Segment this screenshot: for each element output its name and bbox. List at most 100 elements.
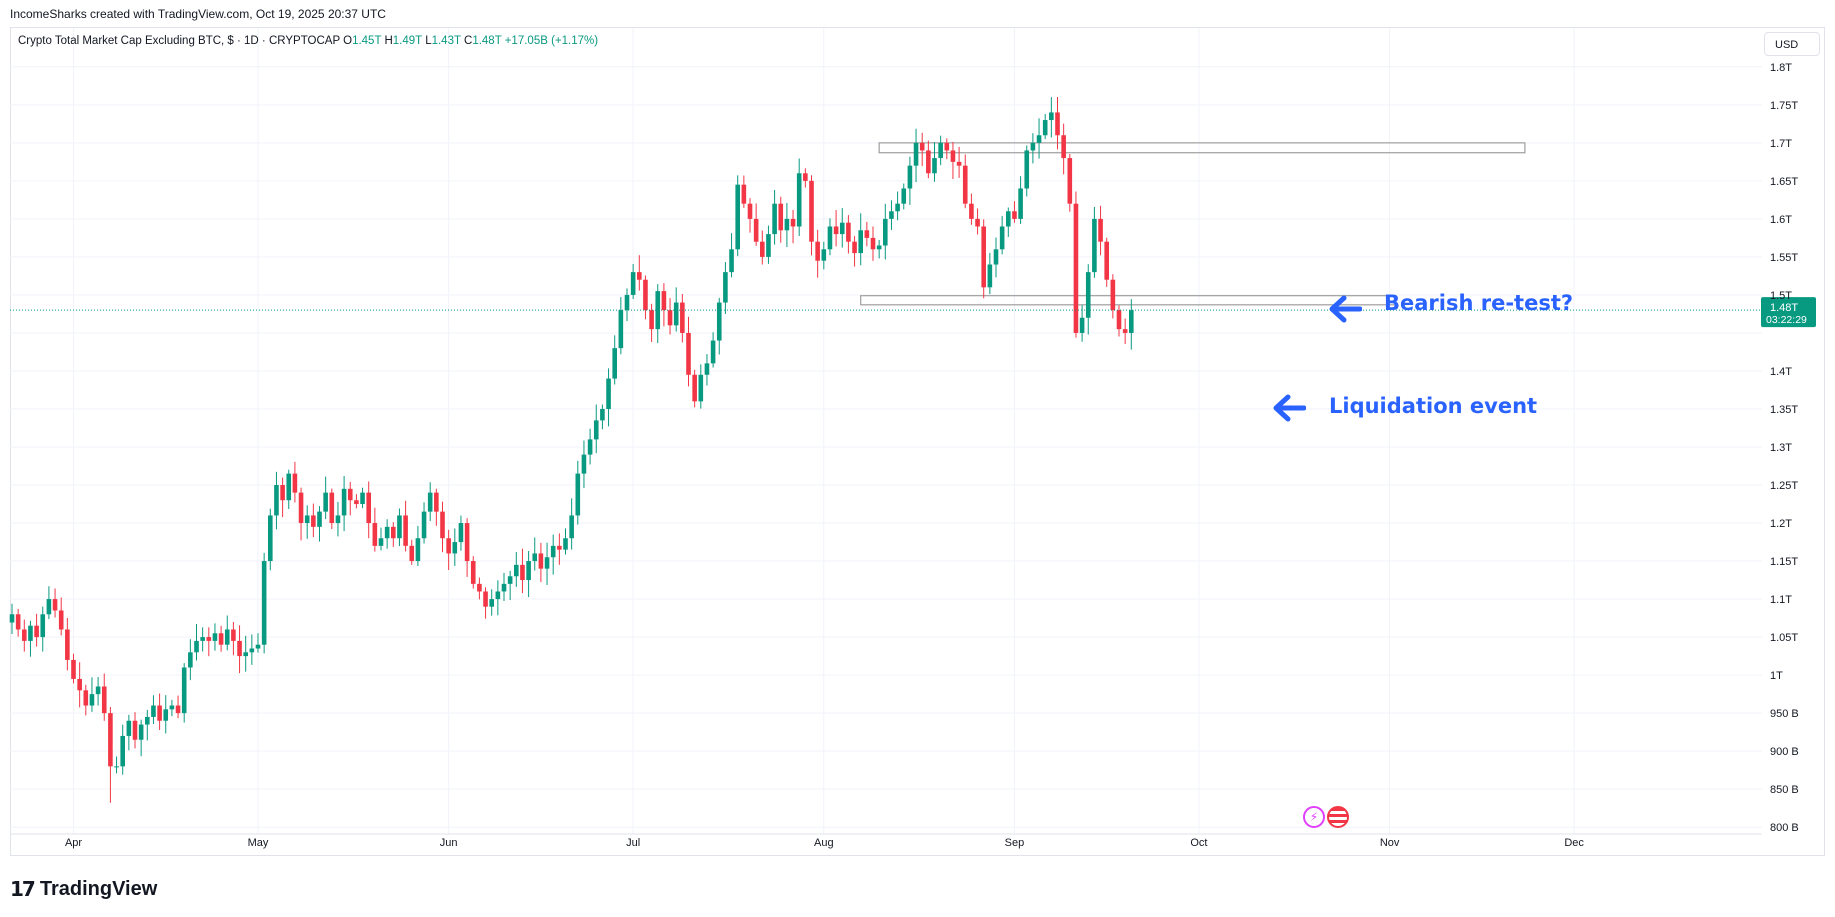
candle-body [101,686,107,714]
candle-body [40,614,46,638]
candle-body [151,705,156,717]
candle-body [803,173,808,181]
candle-body [760,241,765,257]
candle-body [1018,188,1023,219]
candle-body [557,545,562,550]
candle-body [108,713,113,767]
candle-body [440,511,445,539]
candle-body [606,378,611,409]
candle-body [304,515,310,524]
candle-body [1073,203,1079,333]
candle-body [692,374,697,402]
tradingview-wordmark: TradingView [39,877,158,900]
candle-body [514,564,519,577]
low-value: 1.43T [431,35,461,47]
candle-body [224,629,230,645]
lightning-icon[interactable]: ⚡ [1303,806,1325,828]
price-tick-label: 1.2T [1770,518,1792,530]
candle-body [347,488,353,501]
candle-body [495,591,501,600]
liquidation-event-annotation: Liquidation event [1329,394,1538,418]
candle-body [292,473,298,493]
candle-body [28,625,33,641]
currency-button[interactable]: USD [1764,32,1820,56]
symbol-legend: Crypto Total Market Cap Excluding BTC, $… [18,35,598,47]
candle-body [446,538,451,554]
candle-body [926,150,931,174]
price-tick-label: 1.15T [1770,556,1798,568]
candle-body [52,599,58,611]
candle-body [1079,317,1085,333]
candle-body [895,203,900,212]
candle-body [569,515,574,539]
resistance-zone [860,295,1397,306]
candle-body [600,408,605,421]
candle-body [489,599,494,607]
candle-body [1061,135,1066,159]
candle-body [1024,150,1030,189]
candle-body [427,492,433,512]
us-flag-icon[interactable] [1327,806,1349,828]
candle-body [698,374,704,402]
price-tick-label: 1.7T [1770,138,1792,150]
candle-body [643,279,648,311]
candle-body [188,652,193,668]
candle-body [231,629,236,641]
candle-body [766,234,771,257]
price-tick-label: 1.5T [1770,290,1792,302]
candle-body [157,705,162,721]
candle-body [200,637,205,641]
candle-body [1085,272,1091,318]
candle-body [981,226,986,288]
candle-body [661,291,667,311]
candle-body [544,557,550,569]
candle-body [839,222,845,235]
candle-body [870,237,876,250]
candle-body [335,515,341,524]
candle-body [1116,310,1122,330]
candle-body [784,218,790,231]
candle-body [790,218,796,227]
candle-body [464,523,470,562]
candle-body [778,203,784,231]
candle-body [741,184,747,204]
candle-body [274,485,279,516]
price-tag-value: 1.48T [1770,302,1798,314]
candle-body [286,473,292,501]
candle-body [993,249,999,265]
high-value: 1.49T [392,35,422,47]
time-tick-label: Jul [626,837,640,849]
candle-body [138,724,144,740]
tradingview-logo[interactable]: 17 TradingView [10,877,157,901]
candle-body [470,561,476,584]
candle-body [1067,158,1073,204]
candle-body [89,694,95,706]
candle-body [71,659,76,679]
candle-body [520,564,525,581]
candle-body [1122,329,1128,333]
price-tick-label: 1.65T [1770,176,1798,188]
candle-body [95,686,101,695]
candle-body [938,142,943,159]
candle-body [526,561,531,581]
candle-body [999,226,1005,250]
candle-body [366,492,371,524]
candle-body [1055,112,1060,136]
open-value: 1.45T [352,35,382,47]
close-value: 1.48T [472,35,502,47]
price-tick-label: 800 B [1770,822,1799,834]
candle-body [458,523,464,543]
candle-body [944,142,950,151]
candle-body [901,188,907,204]
chart-pane[interactable] [10,27,1825,856]
candle-body [403,515,408,546]
event-markers[interactable]: ⚡ [1303,806,1349,828]
candle-body [680,302,685,333]
candle-body [796,173,802,227]
price-tick-label: 1T [1770,670,1783,682]
candle-body [532,553,538,562]
candle-body [501,583,507,592]
candle-body [298,492,304,524]
